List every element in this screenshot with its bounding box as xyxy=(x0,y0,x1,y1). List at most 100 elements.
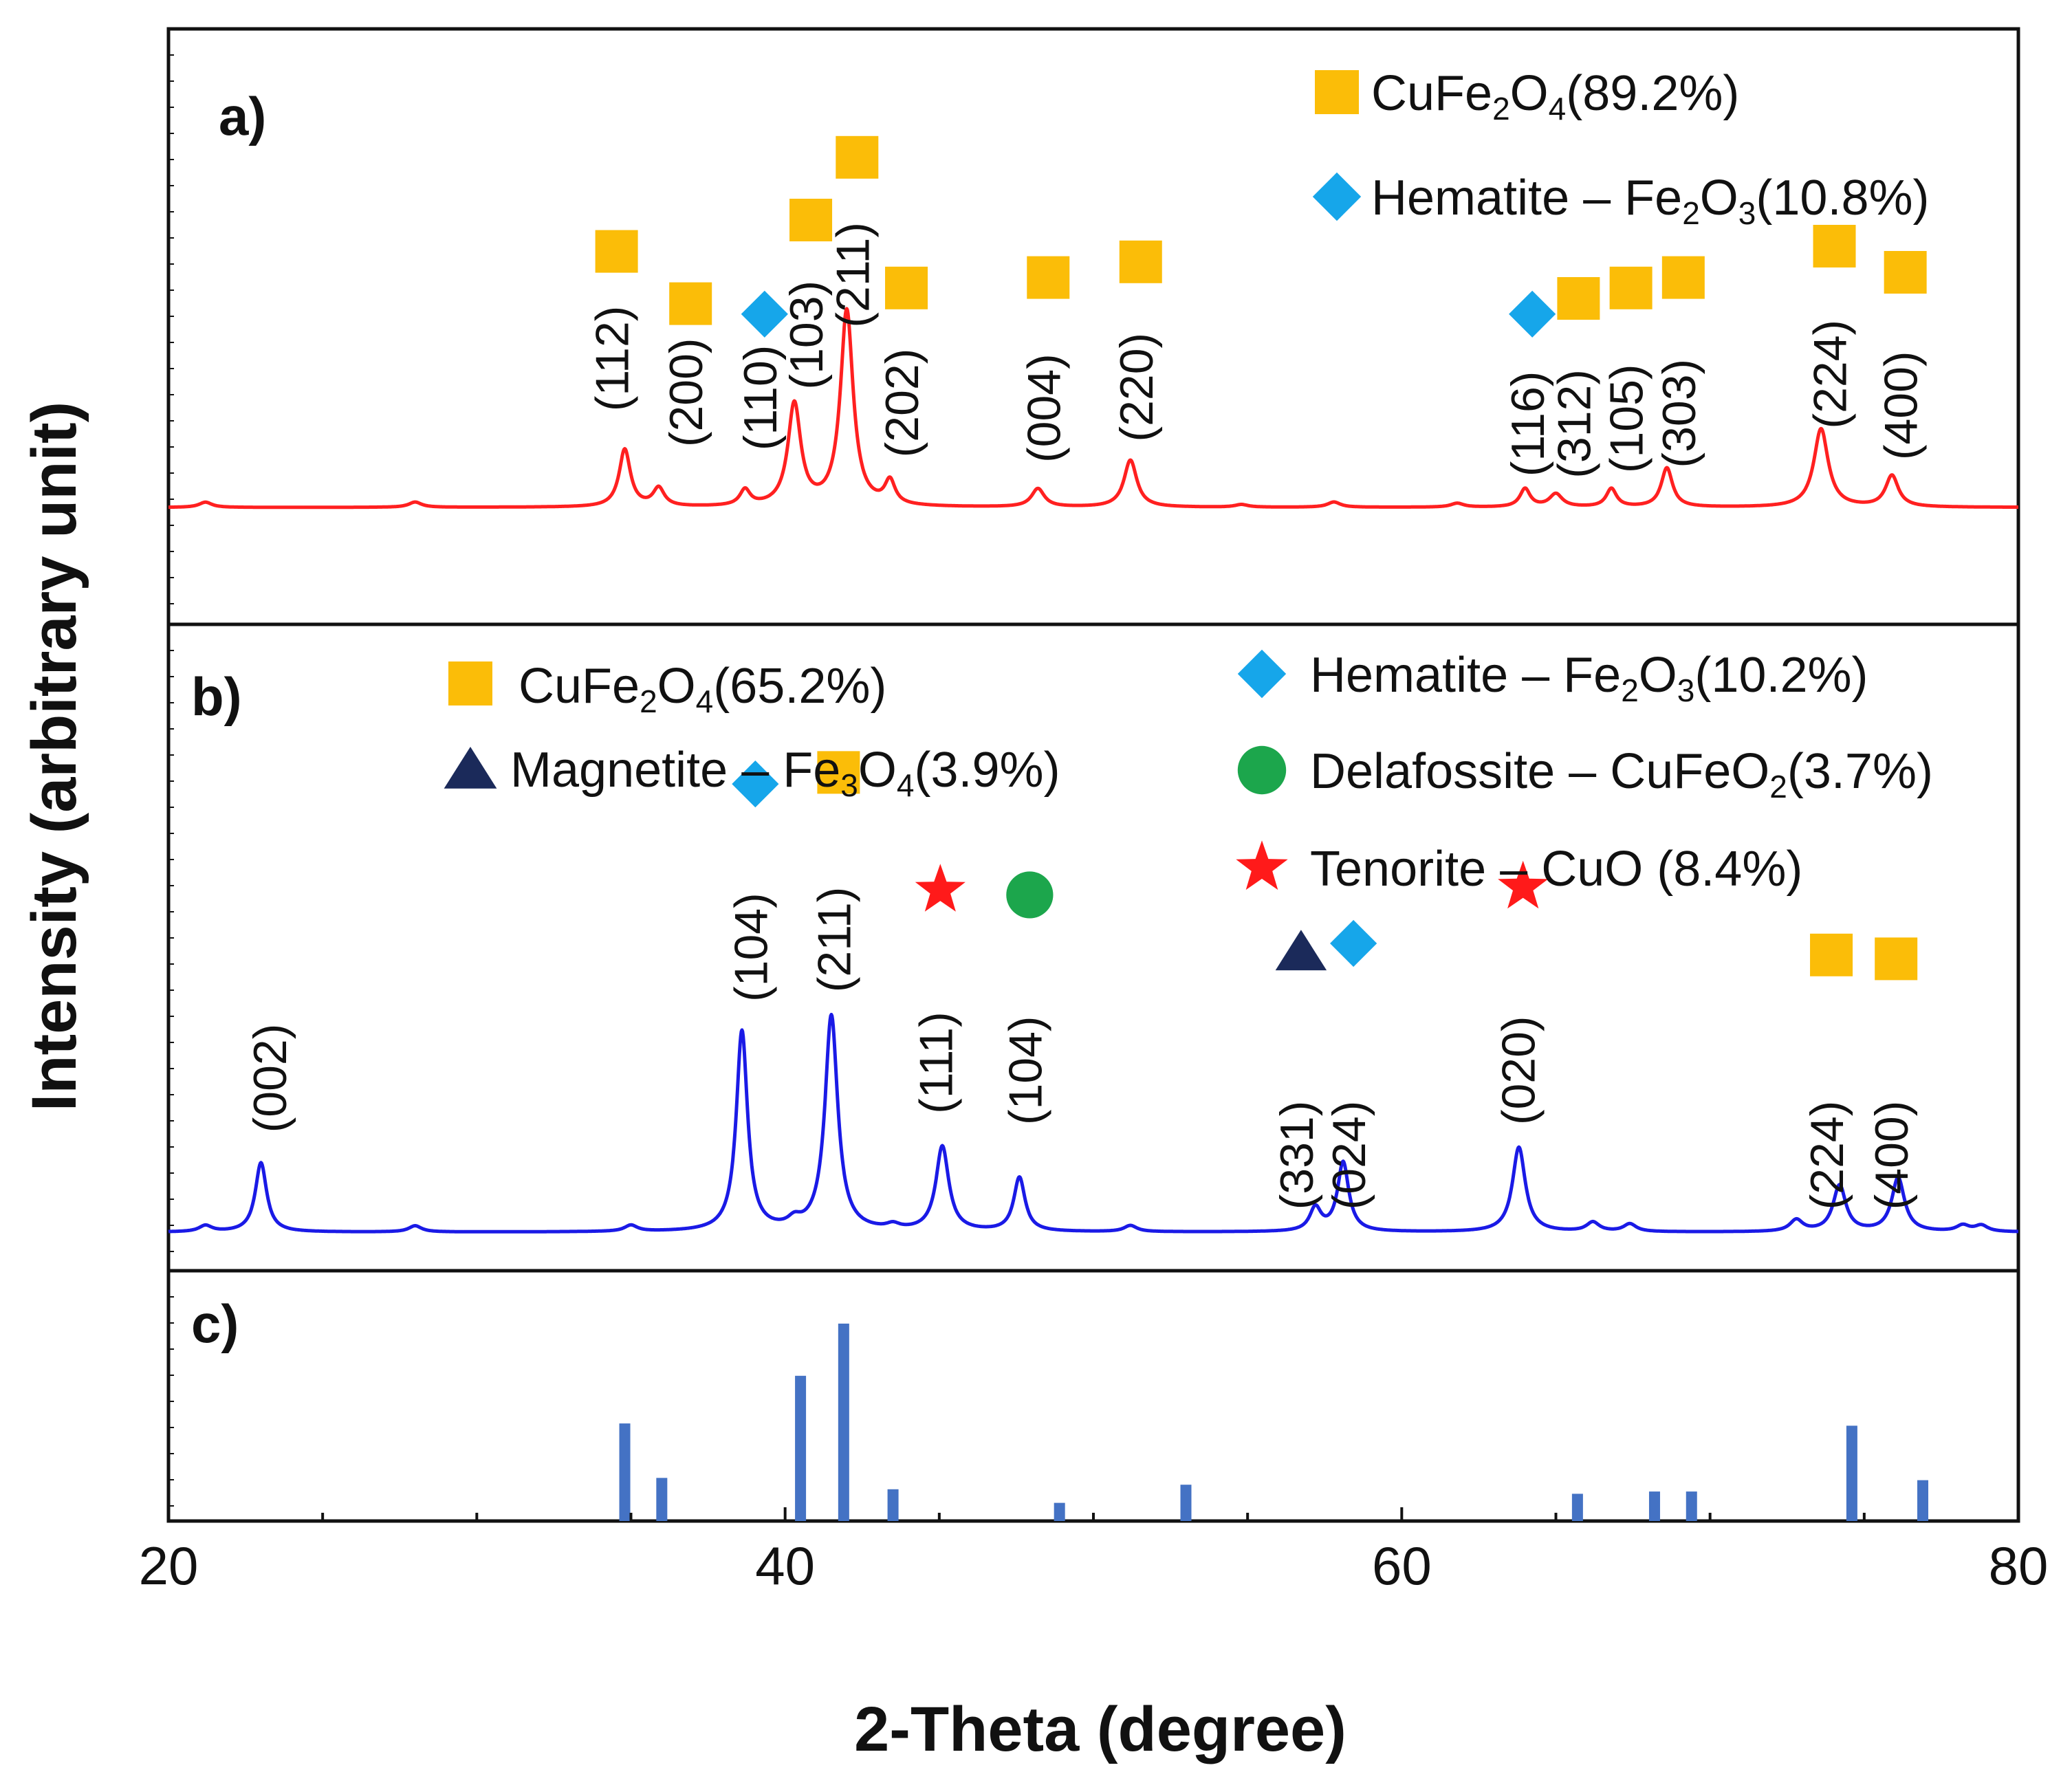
reference-bar xyxy=(1571,1494,1583,1521)
circle-marker xyxy=(1006,871,1054,919)
peak-hkl-label: (002) xyxy=(244,1024,296,1133)
panel-label-a: a) xyxy=(219,86,266,146)
legends: a)b)c)CuFe2O4(89.2%)Hematite – Fe2O3(10.… xyxy=(191,66,1933,1354)
pattern-curve-b xyxy=(167,1012,2020,1234)
plot-frames xyxy=(166,27,2020,1523)
peak-hkl-label: (400) xyxy=(1866,1101,1918,1210)
legend-text-part: 2 xyxy=(1769,769,1787,805)
legend-label: Delafossite – CuFeO2(3.7%) xyxy=(1310,744,1933,805)
square-marker xyxy=(1315,70,1359,114)
reference-bar xyxy=(887,1489,899,1521)
legend-text-part: CuFe xyxy=(519,659,640,714)
legend-label: Tenorite – CuO (8.4%) xyxy=(1310,842,1802,897)
triangle-marker xyxy=(444,747,497,789)
legend-label: CuFe2O4(89.2%) xyxy=(1371,66,1739,127)
diamond-marker xyxy=(1312,172,1362,221)
legend-text-part: (89.2%) xyxy=(1566,66,1739,121)
peak-hkl-label: (111) xyxy=(910,1011,962,1114)
reference-bar xyxy=(1054,1502,1065,1521)
reference-bar xyxy=(1180,1485,1192,1521)
peak-hkl-label: (004) xyxy=(1018,353,1070,463)
peak-hkl-label: (312) xyxy=(1548,369,1600,479)
legend-text-part: Delafossite – CuFeO xyxy=(1310,744,1769,799)
legend-text-part: Hematite – Fe xyxy=(1371,171,1682,226)
square-marker xyxy=(1813,225,1856,267)
square-marker xyxy=(836,135,879,179)
square-marker xyxy=(448,661,492,705)
reference-bar xyxy=(1686,1491,1697,1521)
x-tick-label: 20 xyxy=(139,1535,199,1596)
legend-text-part: 3 xyxy=(840,767,858,803)
panel-label-b: b) xyxy=(191,666,242,727)
square-marker xyxy=(1810,933,1853,976)
legend-text-part: (10.8%) xyxy=(1756,171,1929,226)
panel-label-c: c) xyxy=(191,1293,239,1354)
peak-hkl-label: (220) xyxy=(1111,333,1163,442)
diamond-marker xyxy=(1330,919,1377,967)
legend-text-part: O xyxy=(1639,648,1677,703)
peak-hkl-label: (024) xyxy=(1323,1101,1375,1210)
diamond-marker xyxy=(732,761,779,808)
star-marker xyxy=(915,864,966,912)
reference-bar xyxy=(619,1423,631,1521)
peak-hkl-label: (211) xyxy=(808,887,860,993)
legend-label: Hematite – Fe2O3(10.8%) xyxy=(1371,171,1930,231)
square-marker xyxy=(669,282,712,325)
panel-frame-1 xyxy=(166,27,2020,626)
legend-text-part: 4 xyxy=(696,683,714,719)
legend-text-part: Magnetite – Fe xyxy=(510,743,840,798)
square-marker xyxy=(817,751,860,794)
reference-bar xyxy=(1917,1480,1929,1521)
legend-text-part: 4 xyxy=(897,767,915,803)
peak-hkl-label: (112) xyxy=(587,306,639,412)
star-marker xyxy=(1236,840,1288,890)
peak-hkl-label: (202) xyxy=(876,349,928,458)
square-marker xyxy=(1119,240,1162,283)
square-marker xyxy=(1875,937,1918,981)
legend-text-part: CuFe xyxy=(1371,66,1492,121)
axes: 20 40 60 80 xyxy=(139,1507,2049,1596)
legend-text-part: Hematite – Fe xyxy=(1310,648,1621,703)
legend-text-part: O xyxy=(858,743,897,798)
x-tick-label: 80 xyxy=(1989,1535,2049,1596)
square-marker xyxy=(885,266,928,309)
square-marker xyxy=(595,230,638,273)
peak-hkl-label: (400) xyxy=(1875,351,1928,460)
diamond-marker xyxy=(1237,649,1287,699)
peak-hkl-label: (303) xyxy=(1653,359,1705,468)
legend-text-part: (3.7%) xyxy=(1787,744,1933,799)
y-axis-title: Intensity (arbitrary unit) xyxy=(19,402,89,1112)
x-tick-label: 40 xyxy=(755,1535,815,1596)
reference-bar xyxy=(1846,1425,1857,1521)
legend-text-part: Tenorite – CuO (8.4%) xyxy=(1310,842,1802,897)
legend-text-part: 2 xyxy=(1621,672,1639,708)
legend-label: CuFe2O4(65.2%) xyxy=(519,659,886,719)
legend-label: Magnetite – Fe3O4(3.9%) xyxy=(510,743,1060,803)
legend-text-part: O xyxy=(657,659,696,714)
square-marker xyxy=(789,199,833,241)
square-marker xyxy=(1027,256,1070,299)
legend-text-part: O xyxy=(1510,66,1549,121)
legend-text-part: (3.9%) xyxy=(914,743,1060,798)
legend-text-part: 2 xyxy=(640,683,657,719)
peak-hkl-label: (103) xyxy=(781,281,833,390)
legend-text-part: (65.2%) xyxy=(713,659,886,714)
peak-hkl-label: (104) xyxy=(999,1016,1051,1125)
diffraction-patterns xyxy=(167,307,2020,1521)
reference-bar xyxy=(795,1375,807,1521)
peak-hkl-label: (020) xyxy=(1493,1016,1545,1125)
peak-hkl-label: (224) xyxy=(1801,1101,1853,1210)
legend-text-part: 3 xyxy=(1738,195,1756,231)
square-marker xyxy=(1884,251,1927,294)
square-marker xyxy=(1557,277,1600,320)
x-axis-title: 2-Theta (degree) xyxy=(854,1694,1346,1764)
legend-label: Hematite – Fe2O3(10.2%) xyxy=(1310,648,1868,708)
reference-bar xyxy=(1648,1491,1660,1521)
reference-bar xyxy=(838,1323,849,1521)
legend-text-part: 4 xyxy=(1549,91,1567,127)
peak-hkl-label: (104) xyxy=(725,893,777,1002)
pattern-curve-a xyxy=(167,307,2020,510)
peak-hkl-label: (211) xyxy=(827,222,879,328)
peak-annotations: (112) (200) (110)(103)(211)(202) (004) (220)… xyxy=(244,135,1928,1210)
